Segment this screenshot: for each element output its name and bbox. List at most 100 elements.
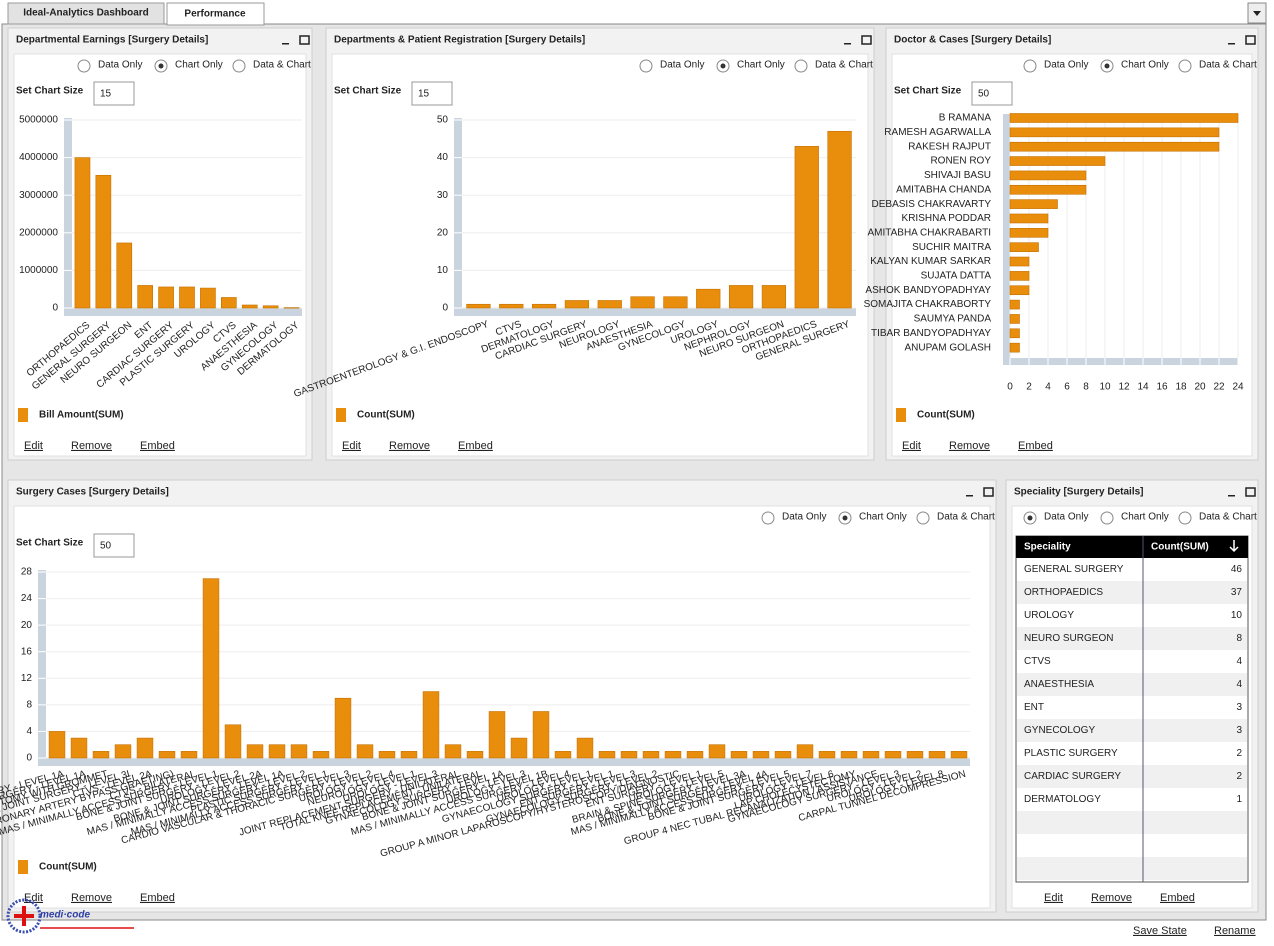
- maximize-button[interactable]: [1245, 487, 1256, 497]
- size-input[interactable]: [93, 533, 135, 558]
- size-input[interactable]: [971, 81, 1013, 106]
- radio-label[interactable]: Data Only: [1044, 60, 1088, 71]
- action-link[interactable]: Edit: [24, 440, 43, 452]
- radio[interactable]: [794, 59, 808, 73]
- panel-title: Doctor & Cases [Surgery Details]: [894, 35, 1051, 46]
- column-header[interactable]: Count(SUM): [1151, 542, 1209, 553]
- minimize-button[interactable]: [282, 43, 289, 45]
- action-link[interactable]: Edit: [1044, 892, 1063, 904]
- action-link[interactable]: Remove: [1091, 892, 1132, 904]
- radio[interactable]: [232, 59, 246, 73]
- radio[interactable]: [1023, 59, 1037, 73]
- radio[interactable]: [639, 59, 653, 73]
- action-link[interactable]: Remove: [949, 440, 990, 452]
- action-link[interactable]: Embed: [140, 440, 175, 452]
- tab-label[interactable]: Ideal-Analytics Dashboard: [23, 8, 149, 19]
- table-cell: GENERAL SURGERY: [1024, 564, 1124, 575]
- radio-label[interactable]: Data & Chart: [1199, 512, 1257, 523]
- size-input-value[interactable]: 50: [100, 541, 112, 552]
- radio-label[interactable]: Data Only: [1044, 512, 1088, 523]
- tab-label[interactable]: Performance: [184, 9, 246, 20]
- size-input-value[interactable]: 50: [978, 89, 990, 100]
- logo-text: medi·code: [40, 910, 90, 921]
- radio[interactable]: [1100, 511, 1114, 525]
- action-link[interactable]: Embed: [1018, 440, 1053, 452]
- radio-label[interactable]: Chart Only: [1121, 60, 1169, 71]
- table-row-stripe: [1017, 857, 1247, 880]
- radio-label[interactable]: Data Only: [98, 60, 142, 71]
- radio[interactable]: [1178, 59, 1192, 73]
- bar: [532, 711, 550, 759]
- column-header[interactable]: Speciality: [1024, 542, 1071, 553]
- radio-label[interactable]: Data & Chart: [253, 60, 311, 71]
- action-link[interactable]: Edit: [24, 892, 43, 904]
- radio[interactable]: [916, 511, 930, 525]
- radio[interactable]: [77, 59, 91, 73]
- action-link[interactable]: Embed: [1160, 892, 1195, 904]
- radio-label[interactable]: Data & Chart: [937, 512, 995, 523]
- maximize-button[interactable]: [1245, 35, 1256, 45]
- maximize-button[interactable]: [983, 487, 994, 497]
- bar: [137, 285, 154, 309]
- tab-active[interactable]: [166, 2, 265, 26]
- panel-title: Departmental Earnings [Surgery Details]: [16, 35, 208, 46]
- bar: [1009, 242, 1039, 252]
- action-link[interactable]: Edit: [342, 440, 361, 452]
- x-tick-label: 8: [1083, 382, 1089, 393]
- radio-label[interactable]: Data Only: [660, 60, 704, 71]
- minimize-button[interactable]: [1228, 495, 1235, 497]
- radio-label[interactable]: Chart Only: [737, 60, 785, 71]
- size-input-value[interactable]: 15: [100, 89, 112, 100]
- size-input-value[interactable]: 15: [418, 89, 430, 100]
- tab[interactable]: [7, 2, 165, 25]
- radio-label[interactable]: Data & Chart: [815, 60, 873, 71]
- action-link[interactable]: Embed: [458, 440, 493, 452]
- table-cell: 4: [1236, 679, 1242, 690]
- y-tick-label: 16: [21, 646, 33, 657]
- action-link[interactable]: Remove: [389, 440, 430, 452]
- radio-label[interactable]: Chart Only: [1121, 512, 1169, 523]
- minimize-button[interactable]: [1228, 43, 1235, 45]
- x-tick-label: 14: [1137, 382, 1149, 393]
- bar: [1009, 113, 1239, 123]
- radio[interactable]: [761, 511, 775, 525]
- radio-label[interactable]: Data & Chart: [1199, 60, 1257, 71]
- radio-label[interactable]: Chart Only: [859, 512, 907, 523]
- bar: [290, 744, 308, 759]
- radio-dot: [158, 63, 164, 69]
- bar: [70, 737, 88, 759]
- y-tick-label: 2000000: [19, 227, 58, 238]
- footer-link[interactable]: Rename: [1214, 925, 1256, 937]
- maximize-button[interactable]: [861, 35, 872, 45]
- minimize-button[interactable]: [844, 43, 851, 45]
- y-tick-label: RAMESH AGARWALLA: [884, 127, 991, 138]
- table-cell: 3: [1236, 702, 1242, 713]
- table-cell: ANAESTHESIA: [1024, 679, 1094, 690]
- action-link[interactable]: Embed: [140, 892, 175, 904]
- action-link[interactable]: Edit: [902, 440, 921, 452]
- footer-link[interactable]: Save State: [1133, 925, 1187, 937]
- size-input[interactable]: [93, 81, 135, 106]
- bar: [1009, 184, 1087, 195]
- bar: [928, 751, 946, 759]
- size-input[interactable]: [411, 81, 453, 106]
- bar: [796, 744, 814, 759]
- radio-dot: [1104, 63, 1110, 69]
- y-tick-label: 0: [442, 303, 448, 314]
- radio-label[interactable]: Chart Only: [175, 60, 223, 71]
- maximize-button[interactable]: [299, 35, 310, 45]
- action-link[interactable]: Remove: [71, 892, 112, 904]
- bar: [488, 711, 506, 759]
- logo-mark: [6, 898, 42, 934]
- axis-strip: [38, 570, 46, 766]
- table-cell: 37: [1231, 587, 1243, 598]
- y-tick-label: SUJATA DATTA: [921, 271, 992, 282]
- action-link[interactable]: Remove: [71, 440, 112, 452]
- minimize-button[interactable]: [966, 495, 973, 497]
- y-tick-label: 10: [437, 265, 449, 276]
- y-tick-label: DEBASIS CHAKRAVARTY: [872, 199, 992, 210]
- radio[interactable]: [1178, 511, 1192, 525]
- y-tick-label: 4000000: [19, 152, 58, 163]
- radio-label[interactable]: Data Only: [782, 512, 826, 523]
